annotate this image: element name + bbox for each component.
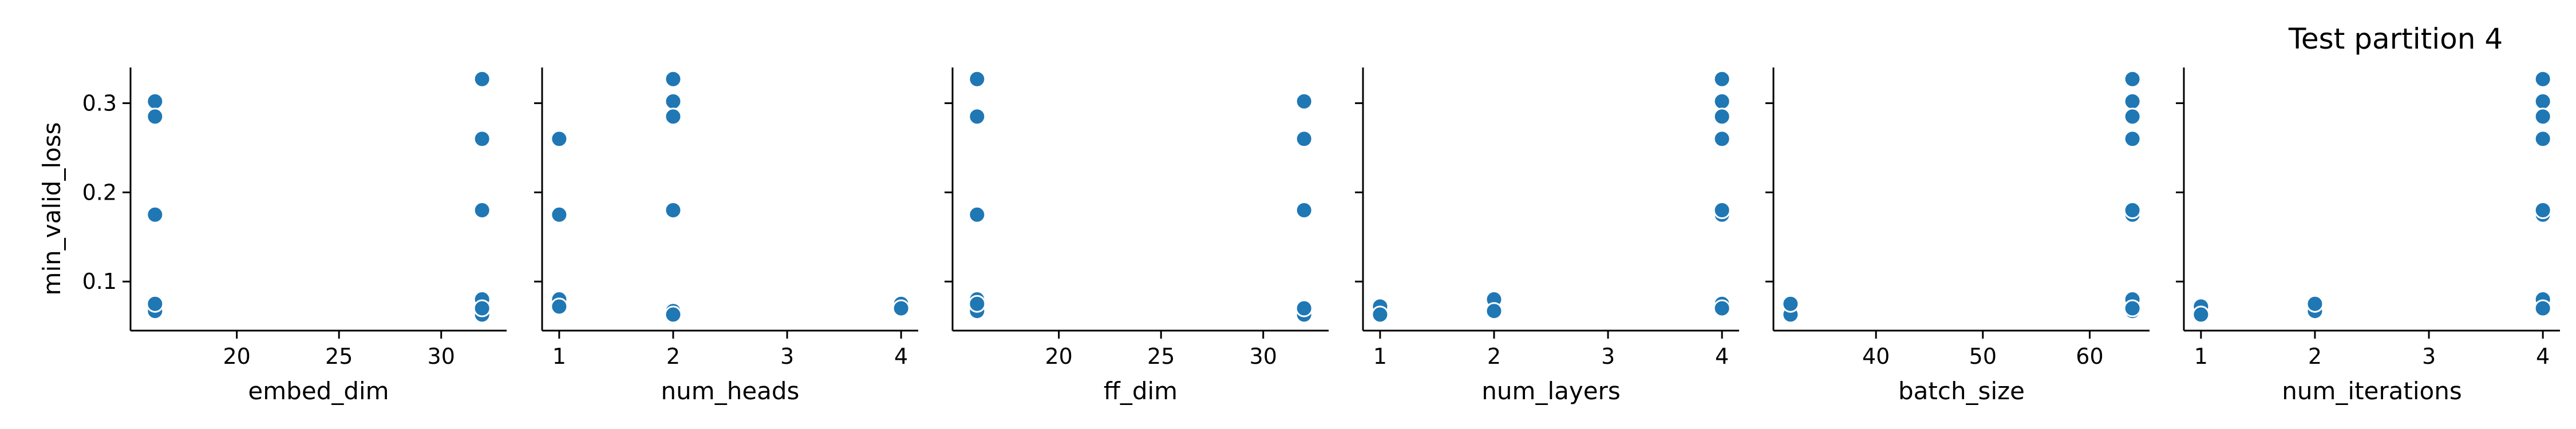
scatter-point <box>968 70 986 88</box>
scatter-point <box>2534 201 2552 219</box>
scatter-point <box>664 92 682 110</box>
scatter-point <box>2306 295 2324 313</box>
scatter-point <box>146 205 164 224</box>
scatter-point <box>2534 92 2552 110</box>
x-tick-label: 30 <box>428 344 455 369</box>
y-tick-label: 0.1 <box>82 269 117 294</box>
scatter-point <box>473 299 491 317</box>
scatter-point <box>2123 130 2142 148</box>
y-axis-label: min_valid_loss <box>38 122 66 296</box>
x-tick-label: 25 <box>325 344 353 369</box>
x-tick-label: 2 <box>1487 344 1501 369</box>
scatter-point <box>2123 70 2142 88</box>
x-tick-label: 25 <box>1147 344 1175 369</box>
x-axis-label: batch_size <box>1898 377 2025 405</box>
scatter-point <box>146 92 164 110</box>
x-tick-label: 50 <box>1969 344 1997 369</box>
scatter-point <box>1295 92 1313 110</box>
x-tick-label: 20 <box>1045 344 1072 369</box>
scatter-point <box>1485 302 1503 320</box>
x-axis-label: ff_dim <box>1104 377 1178 405</box>
x-tick-label: 60 <box>2076 344 2103 369</box>
scatter-point <box>2123 108 2142 126</box>
x-axis-label: num_layers <box>1481 377 1620 405</box>
scatter-point <box>2123 92 2142 110</box>
x-tick-label: 4 <box>894 344 908 369</box>
y-tick-label: 0.3 <box>82 90 117 116</box>
x-tick-label: 3 <box>780 344 794 369</box>
scatter-point <box>473 201 491 219</box>
scatter-point <box>1713 299 1731 317</box>
x-tick-label: 2 <box>2308 344 2322 369</box>
x-axis-label: embed_dim <box>248 377 389 405</box>
x-tick-label: 20 <box>223 344 250 369</box>
scatter-point <box>664 70 682 88</box>
x-axis-label: num_iterations <box>2282 377 2462 405</box>
chart-title: Test partition 4 <box>2288 22 2503 55</box>
scatter-point <box>1713 92 1731 110</box>
scatter-point <box>1781 295 1800 313</box>
scatter-point <box>1295 201 1313 219</box>
x-tick-label: 4 <box>2536 344 2550 369</box>
scatter-point <box>473 70 491 88</box>
scatter-point <box>2534 130 2552 148</box>
x-tick-label: 3 <box>1601 344 1615 369</box>
scatter-point <box>1371 305 1389 324</box>
panel-ff-dim: 20 25 30 ff_dim <box>945 67 1329 405</box>
scatter-point <box>1295 299 1313 317</box>
scatter-point <box>968 205 986 224</box>
scatter-point <box>664 201 682 219</box>
panel-num-layers: 1 2 3 4 num_layers <box>1355 67 1739 405</box>
scatter-point <box>892 299 910 317</box>
scatter-point <box>550 297 568 316</box>
x-tick-label: 2 <box>666 344 680 369</box>
scatter-point <box>968 295 986 313</box>
scatter-point <box>1713 108 1731 126</box>
scatter-point <box>1713 130 1731 148</box>
scatter-point <box>2123 201 2142 219</box>
x-tick-label: 1 <box>1373 344 1387 369</box>
scatter-point <box>2534 70 2552 88</box>
scatter-point <box>550 205 568 224</box>
scatter-point <box>2123 299 2142 317</box>
scatter-point <box>664 108 682 126</box>
x-tick-label: 4 <box>1715 344 1729 369</box>
scatter-point <box>2192 305 2210 324</box>
scatter-point <box>473 130 491 148</box>
scatter-point <box>146 295 164 313</box>
scatter-point <box>146 108 164 126</box>
scatter-point <box>1713 201 1731 219</box>
scatter-point <box>664 305 682 324</box>
scatter-point <box>1295 130 1313 148</box>
x-tick-label: 3 <box>2422 344 2436 369</box>
panel-num-heads: 1 2 3 4 num_heads <box>534 67 918 405</box>
scatter-point <box>968 108 986 126</box>
scatter-point <box>2534 299 2552 317</box>
scatter-point <box>1713 70 1731 88</box>
panel-num-iterations: 1 2 3 4 num_iterations <box>2176 67 2560 405</box>
scatter-point <box>550 130 568 148</box>
x-tick-label: 30 <box>1250 344 1277 369</box>
x-axis-label: num_heads <box>661 377 800 405</box>
scatter-point <box>2534 108 2552 126</box>
x-tick-label: 40 <box>1862 344 1890 369</box>
panel-batch-size: 40 50 60 batch_size <box>1765 67 2150 405</box>
panel-embed-dim: 0.1 0.2 0.3 20 25 30 embed_dim <box>82 67 507 405</box>
x-tick-label: 1 <box>552 344 566 369</box>
x-tick-label: 1 <box>2194 344 2208 369</box>
y-tick-label: 0.2 <box>82 180 117 205</box>
